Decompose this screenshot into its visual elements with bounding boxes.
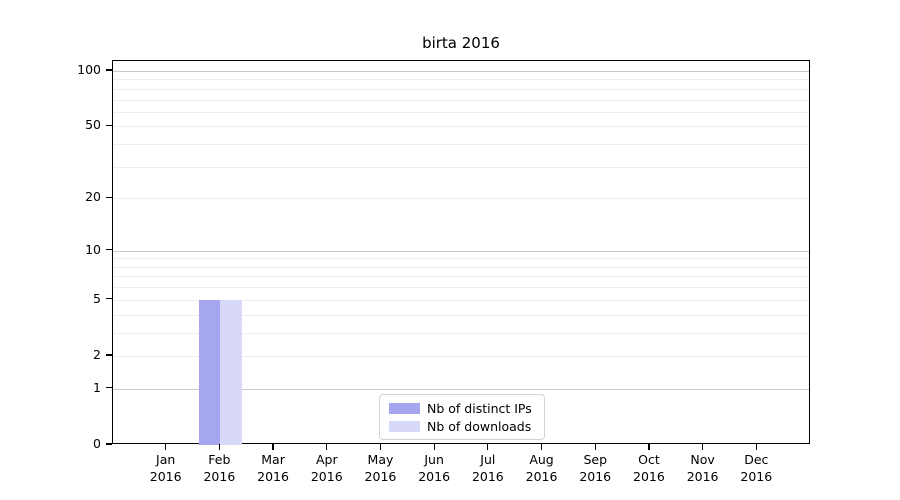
x-tick-mark [540, 444, 543, 450]
x-tick-mark [379, 444, 382, 450]
minor-gridline [113, 166, 809, 168]
legend-swatch [389, 402, 420, 414]
minor-gridline [113, 79, 809, 81]
minor-gridline [113, 258, 809, 260]
plot-area: Nb of distinct IPs Nb of downloads [112, 60, 810, 445]
legend-row: Nb of downloads [389, 417, 535, 435]
x-tick-mark [755, 444, 757, 450]
x-tick-mark [165, 444, 167, 450]
x-tick-label: May 2016 [364, 452, 397, 484]
y-tick-label: 0 [93, 436, 101, 451]
x-tick-label: Feb 2016 [203, 452, 236, 484]
major-gridline [113, 71, 809, 72]
minor-gridline [113, 88, 809, 90]
y-tick-mark [106, 443, 112, 445]
x-tick-mark [326, 444, 328, 450]
minor-gridline [113, 144, 809, 146]
x-tick-label: Aug 2016 [525, 452, 558, 484]
bar-nb-of-downloads [220, 299, 242, 445]
major-gridline [113, 250, 809, 252]
minor-gridline [113, 276, 809, 278]
x-tick-label: Oct 2016 [633, 452, 665, 484]
x-tick-label: Mar 2016 [257, 452, 289, 484]
y-tick-label: 2 [93, 346, 101, 362]
x-tick-mark [433, 444, 435, 450]
minor-gridline [113, 266, 809, 268]
bar-nb-of-distinct-ips [198, 299, 221, 445]
minor-gridline [113, 332, 809, 334]
y-tick-mark [106, 124, 112, 127]
minor-gridline [113, 299, 809, 301]
minor-gridline [113, 198, 809, 200]
y-tick-label: 10 [85, 241, 101, 257]
x-tick-mark [701, 444, 704, 450]
x-tick-mark [648, 444, 650, 450]
y-tick-mark [106, 69, 112, 71]
y-tick-label: 50 [85, 117, 101, 133]
minor-gridline [113, 111, 809, 113]
minor-gridline [113, 126, 809, 128]
y-tick-mark [106, 387, 112, 389]
x-tick-label: Apr 2016 [310, 452, 343, 484]
legend-label: Nb of downloads [427, 418, 532, 434]
minor-gridline [113, 287, 809, 289]
minor-gridline [113, 99, 809, 101]
legend-swatch [389, 420, 420, 432]
x-tick-mark [272, 444, 274, 450]
y-tick-label: 5 [93, 290, 101, 306]
chart-title: birta 2016 [422, 34, 500, 52]
y-tick-mark [106, 196, 112, 198]
minor-gridline [113, 314, 809, 316]
x-tick-label: Jun 2016 [418, 452, 451, 484]
y-tick-mark [106, 354, 112, 356]
y-tick-mark [106, 249, 112, 251]
x-tick-label: Dec 2016 [740, 452, 773, 484]
x-tick-mark [594, 444, 596, 450]
y-tick-label: 1 [93, 379, 101, 395]
y-tick-label: 20 [85, 189, 101, 205]
major-gridline [113, 388, 809, 390]
y-tick-mark [106, 298, 112, 300]
legend-label: Nb of distinct IPs [427, 400, 532, 416]
x-tick-mark [487, 444, 489, 450]
x-tick-label: Nov 2016 [686, 452, 719, 484]
legend-row: Nb of distinct IPs [389, 399, 535, 417]
x-tick-mark [218, 444, 221, 450]
y-tick-label: 100 [77, 62, 101, 77]
legend: Nb of distinct IPs Nb of downloads [379, 394, 545, 440]
x-tick-label: Jul 2016 [471, 452, 504, 484]
minor-gridline [113, 355, 809, 357]
x-tick-label: Sep 2016 [579, 452, 612, 484]
x-tick-label: Jan 2016 [149, 452, 182, 484]
